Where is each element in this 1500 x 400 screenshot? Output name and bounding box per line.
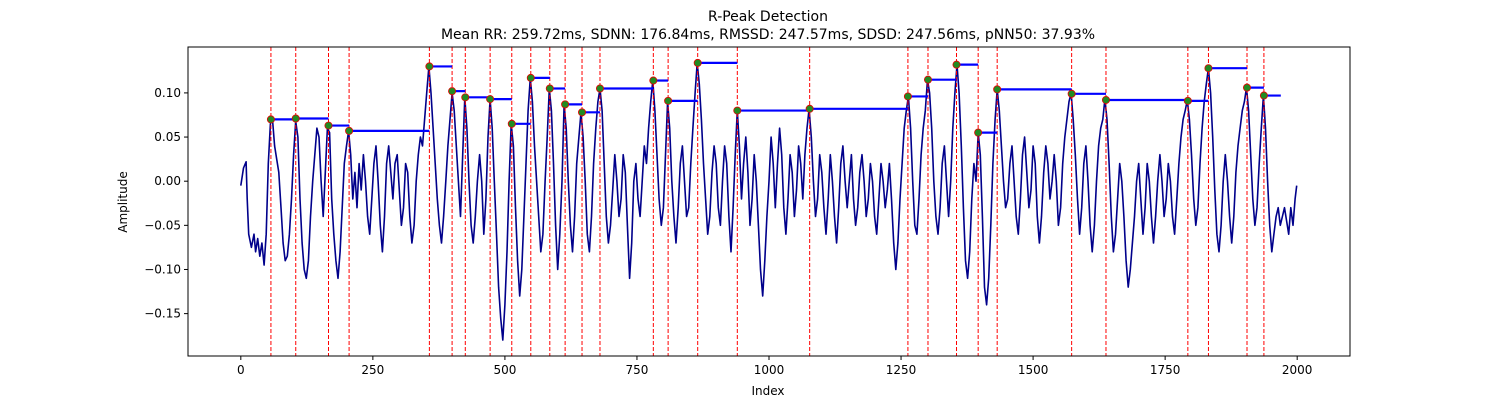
y-tick-label-3: 0.00 bbox=[154, 174, 181, 188]
peak-marker-8 bbox=[507, 119, 516, 128]
signal-line bbox=[240, 62, 1298, 341]
peak-marker-2 bbox=[324, 121, 333, 130]
peak-marker-1 bbox=[291, 114, 300, 123]
peak-marker-18 bbox=[805, 104, 814, 113]
peak-marker-12 bbox=[578, 108, 587, 117]
x-tick-label-6: 1500 bbox=[1018, 363, 1049, 377]
peak-marker-6 bbox=[461, 93, 470, 102]
peak-marker-16 bbox=[693, 58, 702, 67]
peak-marker-0 bbox=[266, 115, 275, 124]
peak-marker-22 bbox=[974, 128, 983, 137]
x-tick-label-3: 750 bbox=[626, 363, 649, 377]
peak-marker-28 bbox=[1243, 83, 1252, 92]
chart-title: R-Peak Detection bbox=[708, 9, 828, 25]
y-axis-label: Amplitude bbox=[116, 171, 130, 233]
peak-marker-4 bbox=[425, 62, 434, 71]
peak-marker-27 bbox=[1204, 64, 1213, 73]
peak-marker-10 bbox=[545, 84, 554, 93]
x-tick-label-7: 1750 bbox=[1150, 363, 1181, 377]
peak-marker-15 bbox=[664, 96, 673, 105]
plot-frame bbox=[187, 46, 1351, 357]
x-tick-label-4: 1000 bbox=[754, 363, 785, 377]
peak-marker-14 bbox=[649, 76, 658, 85]
peak-marker-23 bbox=[993, 85, 1002, 94]
peak-marker-24 bbox=[1067, 89, 1076, 98]
plot-content bbox=[240, 47, 1298, 356]
peak-marker-25 bbox=[1101, 95, 1110, 104]
y-tick-label-5: 0.10 bbox=[154, 86, 181, 100]
x-tick-label-2: 500 bbox=[493, 363, 516, 377]
x-tick-label-8: 2000 bbox=[1282, 363, 1313, 377]
x-tick-label-5: 1250 bbox=[886, 363, 917, 377]
peak-marker-20 bbox=[923, 75, 932, 84]
plot-area bbox=[240, 47, 1298, 356]
y-tick-label-0: −0.15 bbox=[144, 307, 181, 321]
peak-marker-7 bbox=[486, 95, 495, 104]
peak-marker-5 bbox=[448, 87, 457, 96]
peak-marker-3 bbox=[345, 126, 354, 135]
x-axis-label: Index bbox=[751, 384, 784, 398]
peak-marker-11 bbox=[561, 100, 570, 109]
chart-subtitle: Mean RR: 259.72ms, SDNN: 176.84ms, RMSSD… bbox=[441, 27, 1095, 43]
peak-marker-9 bbox=[526, 73, 535, 82]
x-tick-label-1: 250 bbox=[361, 363, 384, 377]
y-tick-label-4: 0.05 bbox=[154, 130, 181, 144]
peak-marker-21 bbox=[952, 60, 961, 69]
peak-marker-26 bbox=[1183, 96, 1192, 105]
peak-marker-17 bbox=[733, 106, 742, 115]
peak-marker-19 bbox=[903, 92, 912, 101]
y-tick-label-1: −0.10 bbox=[144, 262, 181, 276]
x-tick-label-0: 0 bbox=[237, 363, 245, 377]
peak-marker-29 bbox=[1259, 91, 1268, 100]
peak-marker-13 bbox=[595, 84, 604, 93]
y-tick-label-2: −0.05 bbox=[144, 218, 181, 232]
axes: 0 250 500 750 1000 1250 1500 1750 2000 −0.15 −0.10… bbox=[144, 46, 1351, 377]
